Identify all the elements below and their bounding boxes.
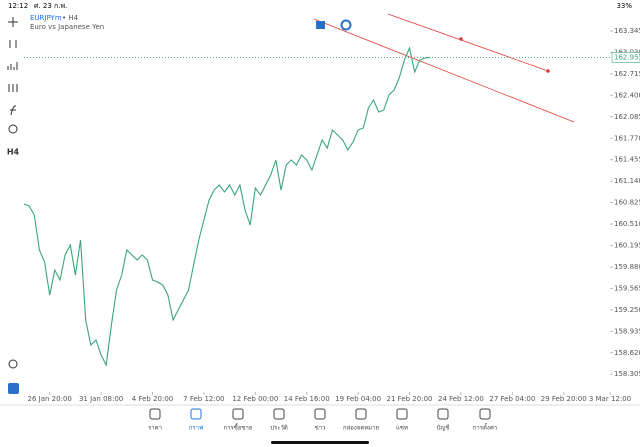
nav-tab-label[interactable]: ราคา <box>148 425 162 432</box>
current-price-label: 162.957 <box>614 53 640 61</box>
x-tick-label: 7 Feb 12:00 <box>183 395 224 403</box>
nav-tab-label[interactable]: ประวัติ <box>270 425 288 432</box>
event-icon[interactable] <box>340 19 352 31</box>
x-tick-label: 27 Feb 04:00 <box>489 395 535 403</box>
nav-tab-label[interactable]: ข่าว <box>315 425 326 432</box>
x-tick-label: 26 Jan 20:00 <box>28 395 72 403</box>
y-tick-label: 158.620 <box>614 349 640 357</box>
search-tool[interactable] <box>8 359 18 369</box>
price-line <box>23 46 431 367</box>
nav-tab-label[interactable]: แชท <box>396 425 408 432</box>
app-logo[interactable] <box>8 383 19 394</box>
x-tick-label: 29 Feb 20:00 <box>541 395 587 403</box>
y-tick-label: 160.825 <box>614 199 640 207</box>
y-tick-label: 161.770 <box>614 134 640 142</box>
settings-tool[interactable] <box>8 84 18 92</box>
y-tick-label: 162.085 <box>614 113 640 121</box>
nav-tab-label[interactable]: การซื้อขาย <box>224 422 253 432</box>
y-tick-label: 160.195 <box>614 242 640 250</box>
x-tick-label: 14 Feb 16:00 <box>284 395 330 403</box>
crosshair-tool[interactable] <box>8 17 18 27</box>
objects-tool[interactable] <box>8 124 18 134</box>
current-price-box <box>611 52 640 63</box>
nav-tab-label[interactable]: กราฟ <box>189 425 203 432</box>
trend-line <box>387 13 549 72</box>
nav-icon[interactable] <box>273 408 285 420</box>
nav-icon[interactable] <box>355 408 367 420</box>
event-icon[interactable] <box>316 21 325 29</box>
symbol-name[interactable]: EURJPYm <box>30 14 62 22</box>
function-tool[interactable] <box>10 105 17 116</box>
home-indicator <box>271 441 369 444</box>
hidden-guide <box>314 14 588 19</box>
x-tick-label: 12 Feb 00:00 <box>232 395 278 403</box>
x-tick-label: 19 Feb 04:00 <box>335 395 381 403</box>
status-date: ศ. 23 ก.พ. <box>34 2 67 10</box>
y-tick-label: 162.715 <box>614 70 640 78</box>
nav-icon[interactable] <box>314 408 326 420</box>
x-tick-label: 4 Feb 20:00 <box>132 395 173 403</box>
x-tick-label: 21 Feb 20:00 <box>387 395 433 403</box>
nav-tab-label[interactable]: การตั้งค่า <box>473 422 497 432</box>
nav-icon[interactable] <box>190 408 202 420</box>
nav-icon[interactable] <box>232 408 244 420</box>
trend-line <box>313 18 575 123</box>
symbol-description: Euro vs Japanese Yen <box>30 23 104 31</box>
y-tick-label: 158.935 <box>614 327 640 335</box>
toolbar-timeframe[interactable]: H4 <box>7 148 20 157</box>
x-tick-label: 24 Feb 12:00 <box>438 395 484 403</box>
y-tick-label: 158.305 <box>614 370 640 378</box>
left-toolbar <box>7 17 18 369</box>
y-tick-label: 159.880 <box>614 263 640 271</box>
chart-type-tool[interactable] <box>9 40 17 48</box>
y-tick-label: 159.250 <box>614 306 640 314</box>
x-tick-label: 3 Mar 12:00 <box>589 395 631 403</box>
y-tick-label: 160.510 <box>614 220 640 228</box>
nav-tab-label[interactable]: กล่องจดหมาย <box>343 425 379 432</box>
y-tick-label: 161.140 <box>614 177 640 185</box>
nav-icon[interactable] <box>479 408 491 420</box>
y-tick-label: 163.345 <box>614 27 640 35</box>
trend-point <box>546 69 550 73</box>
indicators-tool[interactable] <box>7 62 18 70</box>
nav-icon[interactable] <box>396 408 408 420</box>
y-tick-label: 162.400 <box>614 91 640 99</box>
y-tick-label: 159.565 <box>614 284 640 292</box>
nav-icon[interactable] <box>149 408 161 420</box>
symbol-timeframe: • H4 <box>62 14 79 22</box>
y-tick-label: 161.455 <box>614 156 640 164</box>
nav-icon[interactable] <box>437 408 449 420</box>
status-time: 12:12 <box>8 2 28 10</box>
status-battery: 33% <box>616 2 632 10</box>
x-tick-label: 31 Jan 08:00 <box>79 395 123 403</box>
trend-point <box>459 37 463 41</box>
nav-tab-label[interactable]: บัญชี <box>437 424 450 432</box>
